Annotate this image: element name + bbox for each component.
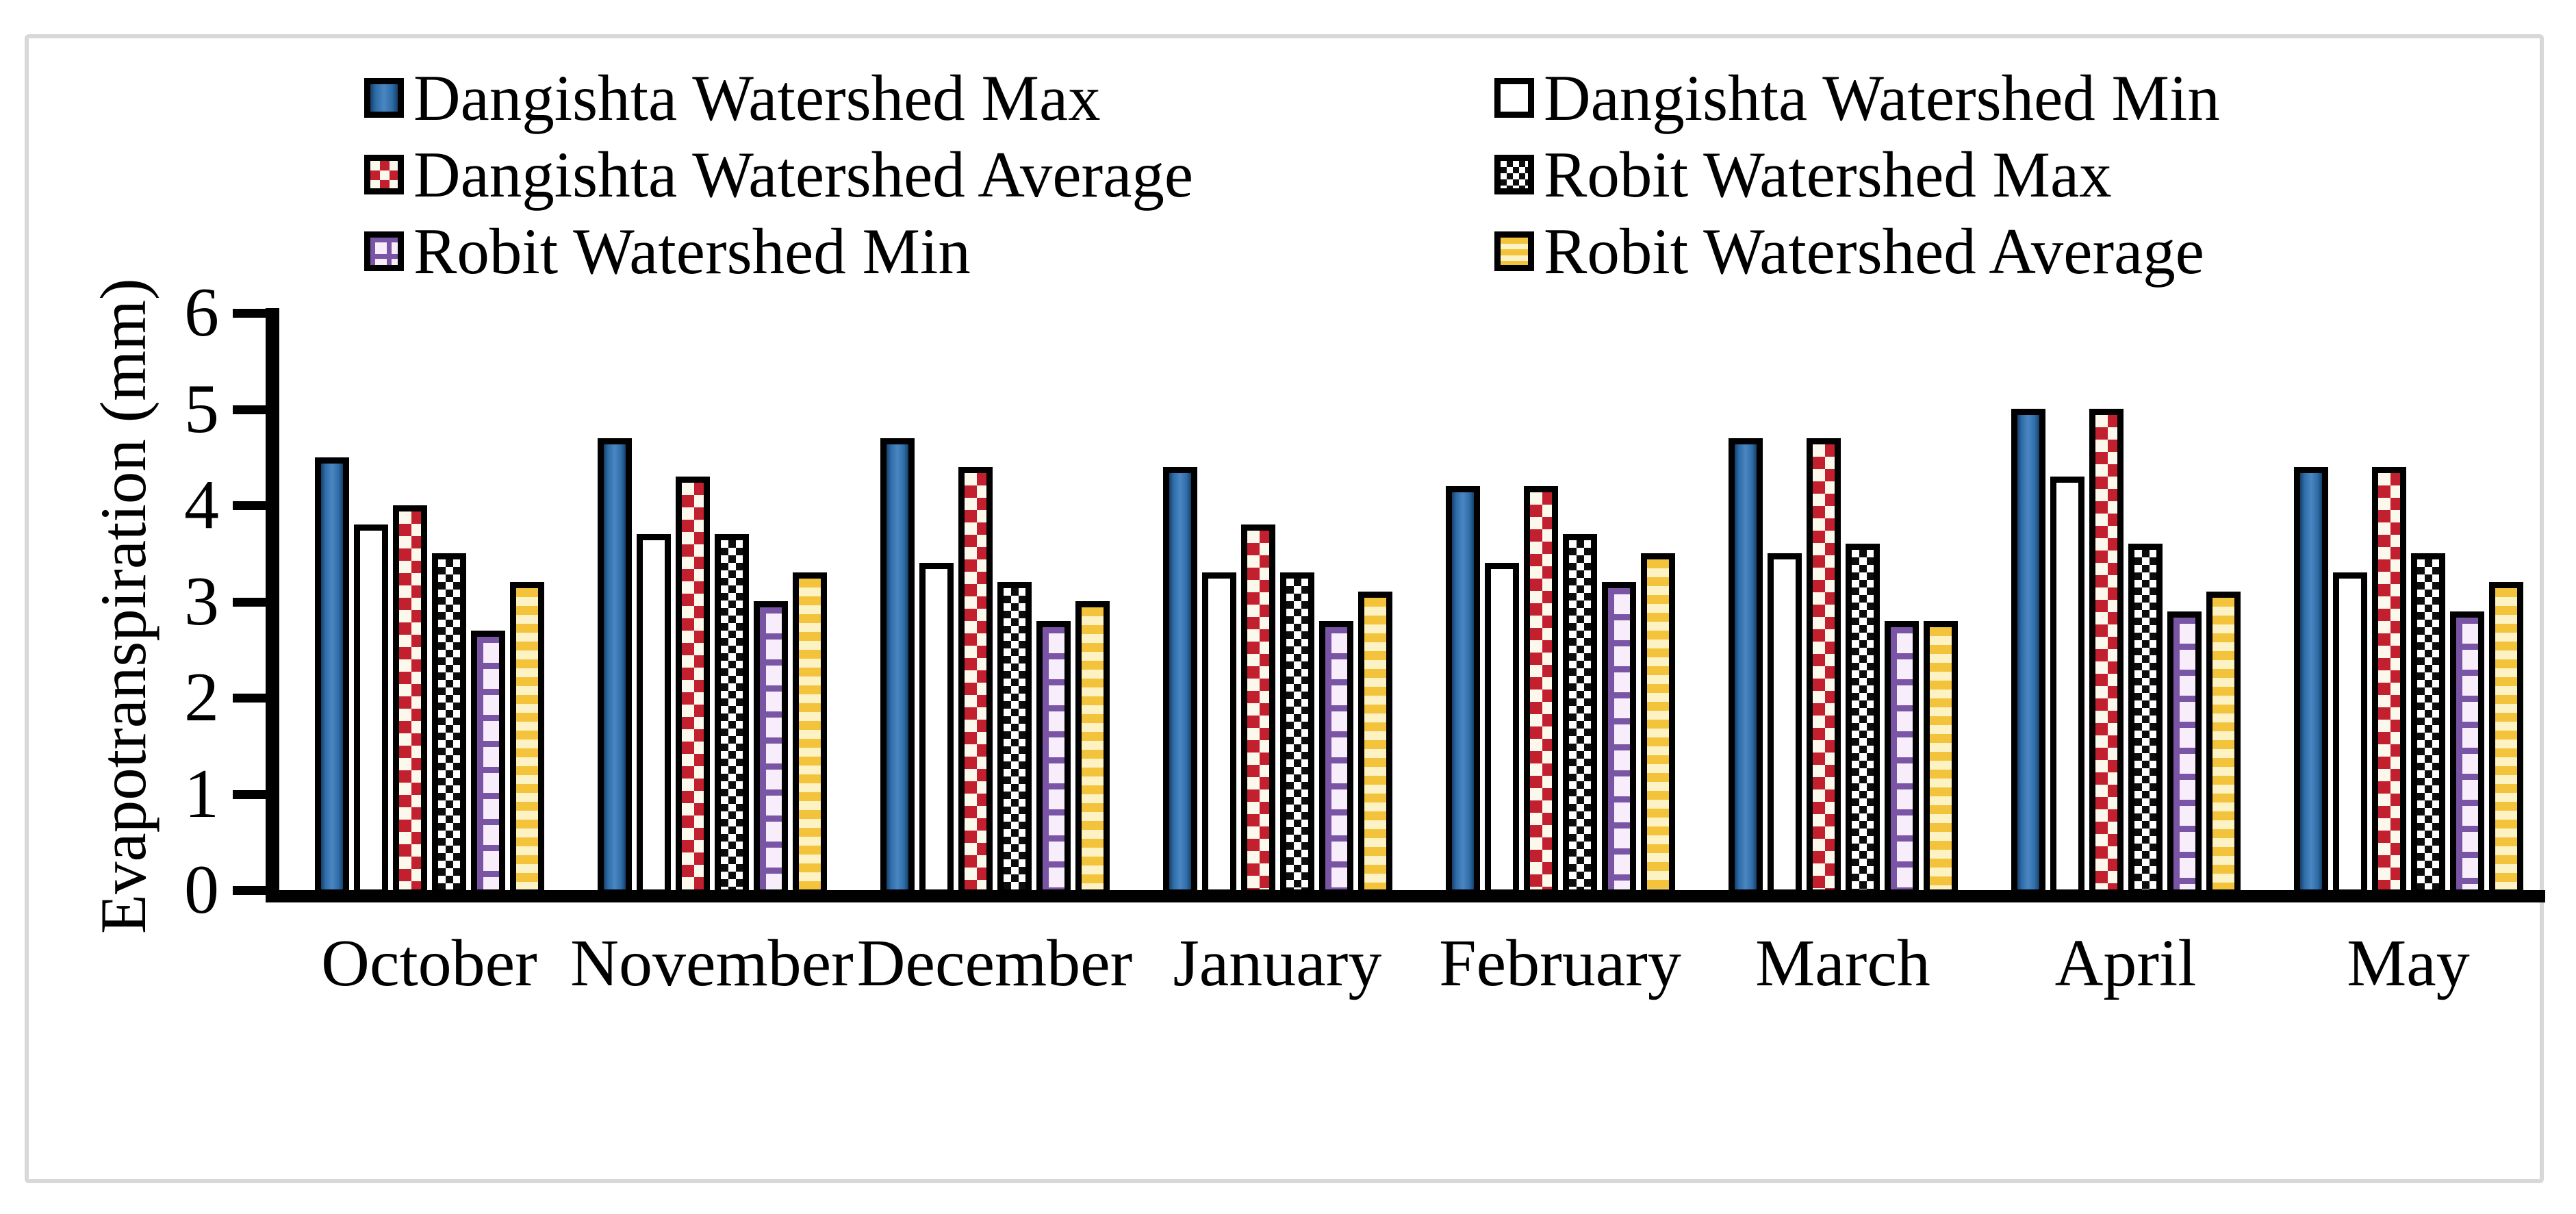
- bar-november-dangishta-watershed-min: [637, 534, 671, 896]
- bar-march-robit-watershed-min: [1885, 621, 1919, 896]
- legend-item-dangishta-average: Dangishta Watershed Average: [364, 138, 1193, 211]
- y-axis-tick-3: [233, 598, 268, 607]
- y-tick-label-6: 6: [184, 274, 219, 351]
- legend-item-dangishta-max: Dangishta Watershed Max: [364, 61, 1101, 134]
- bar-april-robit-watershed-min: [2167, 611, 2202, 896]
- y-axis-tick-0: [233, 886, 268, 895]
- bar-december-dangishta-watershed-max: [880, 438, 915, 896]
- bar-october-robit-watershed-average: [510, 582, 544, 896]
- legend-label: Robit Watershed Max: [1544, 138, 2112, 211]
- y-tick-label-3: 3: [184, 563, 219, 640]
- bar-october-robit-watershed-min: [471, 631, 505, 896]
- bar-may-robit-watershed-min: [2450, 611, 2484, 896]
- bar-december-dangishta-watershed-average: [958, 467, 993, 896]
- y-tick-label-1: 1: [184, 755, 219, 833]
- bar-may-robit-watershed-average: [2489, 582, 2523, 896]
- y-tick-label-2: 2: [184, 659, 219, 736]
- bar-april-robit-watershed-max: [2128, 544, 2163, 896]
- bar-may-dangishta-watershed-max: [2294, 467, 2328, 896]
- legend-label: Dangishta Watershed Max: [413, 61, 1101, 134]
- bar-february-dangishta-watershed-min: [1485, 563, 1519, 896]
- bar-february-dangishta-watershed-max: [1446, 486, 1480, 896]
- bar-january-robit-watershed-min: [1319, 621, 1353, 896]
- legend-swatch-yellow-stripes-icon: [1494, 231, 1534, 271]
- legend-label: Dangishta Watershed Min: [1544, 61, 2220, 134]
- y-axis-tick-4: [233, 501, 268, 510]
- bar-april-robit-watershed-average: [2206, 592, 2241, 896]
- y-axis-tick-6: [233, 309, 268, 318]
- bar-february-robit-watershed-min: [1602, 582, 1636, 896]
- bar-february-dangishta-watershed-average: [1524, 486, 1558, 896]
- bar-december-dangishta-watershed-min: [919, 563, 954, 896]
- legend-swatch-purple-grid-icon: [364, 231, 404, 271]
- bar-april-dangishta-watershed-max: [2011, 409, 2045, 896]
- bar-march-robit-watershed-max: [1846, 544, 1880, 896]
- bar-december-robit-watershed-max: [997, 582, 1032, 896]
- legend-item-dangishta-min: Dangishta Watershed Min: [1494, 61, 2220, 134]
- y-axis-tick-2: [233, 694, 268, 703]
- legend-swatch-white-solid-icon: [1494, 78, 1534, 118]
- legend-swatch-red-dots-icon: [364, 155, 404, 194]
- bar-october-dangishta-watershed-max: [315, 457, 349, 896]
- bar-january-robit-watershed-average: [1358, 592, 1392, 896]
- x-axis-line: [266, 890, 2545, 902]
- bar-may-robit-watershed-max: [2411, 553, 2445, 896]
- x-label-january: January: [1173, 926, 1382, 1000]
- bar-february-robit-watershed-average: [1641, 553, 1675, 896]
- legend-item-robit-max: Robit Watershed Max: [1494, 138, 2112, 211]
- bar-january-dangishta-watershed-min: [1202, 572, 1236, 896]
- bar-march-dangishta-watershed-min: [1768, 553, 1802, 896]
- bar-november-robit-watershed-average: [793, 572, 827, 896]
- y-axis-tick-1: [233, 790, 268, 799]
- x-label-november: November: [570, 926, 854, 1000]
- bar-october-dangishta-watershed-min: [354, 524, 388, 896]
- bar-october-robit-watershed-max: [432, 553, 466, 896]
- legend-label: Robit Watershed Average: [1544, 214, 2204, 288]
- bar-october-dangishta-watershed-average: [393, 505, 427, 896]
- bar-november-robit-watershed-max: [715, 534, 749, 896]
- x-label-october: October: [321, 926, 537, 1000]
- legend-item-robit-min: Robit Watershed Min: [364, 214, 971, 288]
- y-tick-label-5: 5: [184, 370, 219, 448]
- x-label-february: February: [1439, 926, 1681, 1000]
- y-tick-label-4: 4: [184, 466, 219, 544]
- bar-may-dangishta-watershed-average: [2372, 467, 2406, 896]
- bar-march-robit-watershed-average: [1924, 621, 1958, 896]
- y-tick-label-0: 0: [184, 851, 219, 928]
- bar-may-dangishta-watershed-min: [2333, 572, 2367, 896]
- legend-item-robit-average: Robit Watershed Average: [1494, 214, 2204, 288]
- bar-april-dangishta-watershed-average: [2089, 409, 2124, 896]
- legend-swatch-blue-solid-icon: [364, 78, 404, 118]
- bar-march-dangishta-watershed-max: [1729, 438, 1763, 896]
- x-label-april: April: [2054, 926, 2197, 1000]
- bar-january-robit-watershed-max: [1280, 572, 1314, 896]
- y-axis-tick-5: [233, 405, 268, 414]
- y-axis-line: [266, 308, 279, 902]
- legend-label: Dangishta Watershed Average: [413, 138, 1193, 211]
- bar-february-robit-watershed-max: [1563, 534, 1597, 896]
- x-label-march: March: [1755, 926, 1930, 1000]
- bar-november-robit-watershed-min: [754, 601, 788, 896]
- x-label-may: May: [2347, 926, 2470, 1000]
- bar-january-dangishta-watershed-average: [1241, 524, 1275, 896]
- bar-november-dangishta-watershed-max: [598, 438, 632, 896]
- bar-december-robit-watershed-min: [1036, 621, 1071, 896]
- bar-april-dangishta-watershed-min: [2050, 477, 2084, 896]
- x-label-december: December: [856, 926, 1133, 1000]
- bar-november-dangishta-watershed-average: [676, 477, 710, 896]
- legend-swatch-gray-checker-icon: [1494, 155, 1534, 194]
- bar-march-dangishta-watershed-average: [1807, 438, 1841, 896]
- bar-december-robit-watershed-average: [1075, 601, 1110, 896]
- bar-january-dangishta-watershed-max: [1163, 467, 1197, 896]
- legend-label: Robit Watershed Min: [413, 214, 971, 288]
